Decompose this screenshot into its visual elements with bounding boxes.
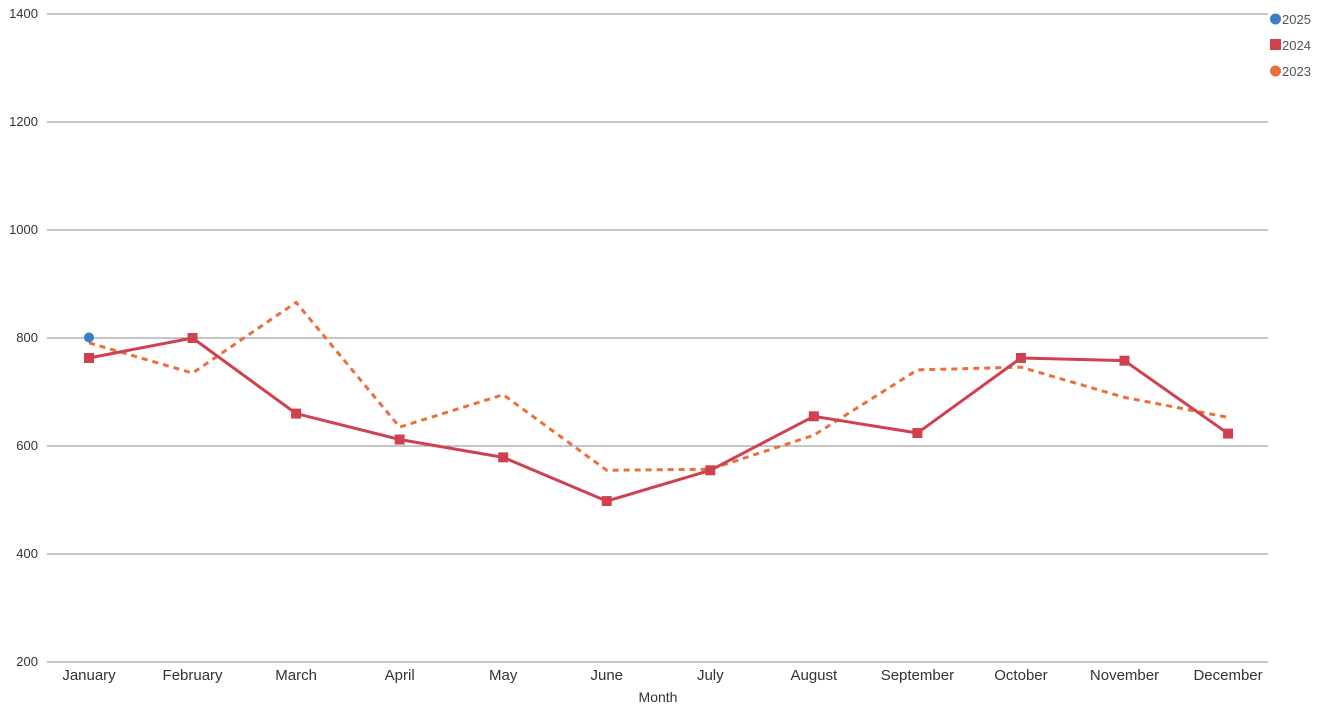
x-tick-label: December [1193, 667, 1262, 684]
series-2023 [88, 300, 1229, 472]
x-tick-label: July [697, 667, 724, 684]
legend[interactable]: 2025 2024 2023 [1270, 12, 1311, 79]
legend-label: 2023 [1282, 64, 1311, 79]
data-point[interactable] [498, 452, 509, 463]
y-tick-label: 1200 [9, 114, 38, 129]
data-point[interactable] [601, 496, 612, 507]
series-2024 [84, 333, 1234, 507]
y-tick-label: 800 [16, 330, 38, 345]
data-point[interactable] [912, 428, 923, 439]
y-tick-label: 600 [16, 438, 38, 453]
y-axis-ticks: 200 400 600 800 1000 1200 1400 [9, 6, 38, 669]
legend-marker [1270, 65, 1281, 77]
x-axis-title: Month [639, 689, 678, 705]
series-lines [84, 300, 1234, 507]
legend-label: 2025 [1282, 12, 1311, 27]
x-tick-label: November [1090, 667, 1159, 684]
x-tick-label: October [994, 667, 1047, 684]
legend-marker [1270, 13, 1281, 25]
series-line-2023 [88, 300, 1229, 472]
x-tick-label: January [62, 667, 116, 684]
x-tick-label: March [275, 667, 317, 684]
y-tick-label: 1400 [9, 6, 38, 21]
x-tick-label: February [163, 667, 224, 684]
x-tick-label: August [790, 667, 838, 684]
x-tick-label: May [489, 667, 518, 684]
legend-item-2025[interactable]: 2025 [1270, 12, 1311, 27]
x-tick-label: June [590, 667, 623, 684]
x-tick-label: September [881, 667, 954, 684]
series-2025 [84, 332, 94, 343]
y-tick-label: 200 [16, 654, 38, 669]
series-line-2024 [88, 336, 1229, 503]
data-point[interactable] [705, 465, 716, 476]
y-tick-label: 400 [16, 546, 38, 561]
legend-item-2023[interactable]: 2023 [1270, 64, 1311, 79]
data-point[interactable] [1223, 428, 1234, 439]
data-point[interactable] [84, 352, 94, 363]
x-axis-ticks: January February March April May June July Augu… [62, 667, 1262, 684]
x-tick-label: April [385, 667, 415, 684]
data-point[interactable] [1015, 352, 1026, 363]
gridlines [47, 13, 1268, 663]
legend-label: 2024 [1282, 38, 1311, 53]
data-point[interactable] [84, 332, 94, 343]
legend-item-2024[interactable]: 2024 [1270, 38, 1311, 53]
data-point[interactable] [1119, 355, 1130, 366]
y-tick-label: 1000 [9, 222, 38, 237]
data-point[interactable] [291, 408, 302, 419]
data-point[interactable] [808, 411, 819, 422]
data-point[interactable] [394, 434, 405, 445]
legend-marker [1270, 39, 1281, 50]
data-point[interactable] [187, 333, 198, 343]
